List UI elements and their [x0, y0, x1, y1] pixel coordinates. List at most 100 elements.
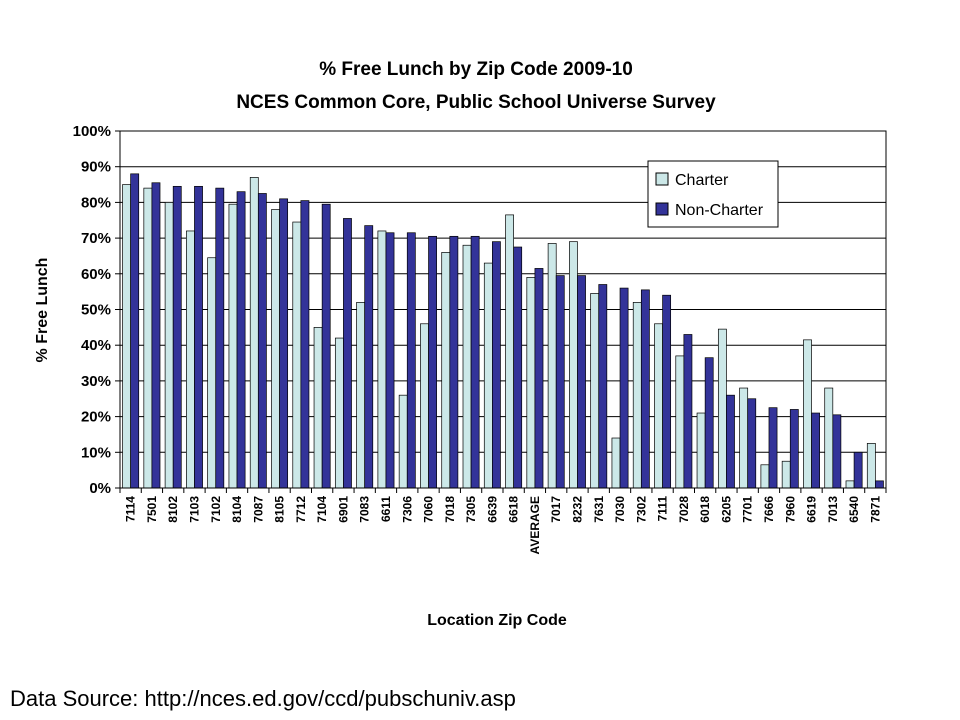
x-tick-label: 6018 — [698, 496, 712, 523]
y-tick-label: 0% — [89, 480, 111, 497]
x-tick-label: 7087 — [251, 496, 265, 523]
bar-non-charter-7306 — [406, 232, 416, 489]
bar-non-charter-6540 — [853, 451, 863, 489]
x-tick-label: 7083 — [358, 496, 372, 523]
bar-charter-7306 — [398, 394, 408, 489]
y-tick-label: 30% — [81, 373, 111, 390]
bar-non-charter-average — [534, 268, 544, 489]
y-axis-ticks: 0% 10% 20% 30% 40% 50% 60% 70% 80% 90% 100% — [73, 123, 120, 497]
bar-charter-7701 — [739, 387, 749, 489]
x-tick-label: 7102 — [209, 496, 223, 523]
bar-non-charter-7103 — [194, 185, 203, 489]
bar-non-charter-7712 — [300, 200, 310, 489]
bar-non-charter-7018 — [449, 235, 459, 489]
x-tick-label: 7666 — [762, 496, 776, 523]
bar-charter-7114 — [122, 184, 131, 489]
bar-charter-7104 — [313, 327, 323, 489]
x-tick-label: 7712 — [294, 496, 308, 523]
bar-charter-7103 — [186, 230, 195, 489]
bar-charter-6611 — [377, 230, 387, 489]
bar-charter-6618 — [505, 214, 514, 489]
bar-charter-average — [526, 277, 536, 489]
legend: Charter Non-Charter — [647, 160, 779, 228]
bar-non-charter-7305 — [470, 235, 480, 489]
bar-non-charter-6018 — [704, 357, 714, 489]
bar-charter-8104 — [228, 203, 238, 489]
legend-label-non-charter: Non-Charter — [675, 202, 764, 219]
x-tick-label: 6639 — [485, 496, 499, 523]
bar-non-charter-7083 — [364, 225, 374, 489]
bar-charter-6018 — [696, 412, 706, 489]
legend-label-charter: Charter — [675, 172, 729, 189]
bar-non-charter-7087 — [257, 193, 267, 489]
bar-non-charter-7030 — [619, 287, 629, 489]
bar-chart: % Free Lunch by Zip Code 2009-10 NCES Co… — [34, 59, 887, 629]
y-tick-label: 10% — [81, 444, 111, 461]
bar-charter-6639 — [483, 262, 493, 489]
data-source-note: Data Source: http://nces.ed.gov/ccd/pubs… — [10, 686, 516, 711]
bar-charter-7111 — [654, 323, 663, 489]
x-tick-label: 8104 — [230, 496, 244, 523]
x-tick-label: 7013 — [826, 496, 840, 523]
bar-charter-7018 — [441, 252, 451, 489]
y-axis-label: % Free Lunch — [34, 258, 51, 363]
x-tick-label: 7104 — [315, 496, 329, 523]
bar-charter-6901 — [334, 337, 344, 489]
bar-non-charter-6901 — [343, 218, 352, 489]
y-tick-label: 60% — [81, 266, 111, 283]
legend-swatch-non-charter — [655, 202, 669, 216]
x-tick-label: 7631 — [592, 496, 606, 523]
bar-charter-7302 — [632, 302, 642, 489]
legend-swatch-charter — [655, 172, 669, 186]
bar-non-charter-7666 — [768, 407, 778, 489]
x-tick-label: 7017 — [549, 496, 563, 523]
x-tick-label: 6618 — [507, 496, 521, 523]
y-tick-label: 100% — [73, 123, 111, 140]
bar-non-charter-7028 — [683, 334, 693, 489]
bar-non-charter-6611 — [385, 232, 395, 489]
y-tick-label: 50% — [81, 302, 111, 319]
bar-charter-7960 — [781, 460, 791, 489]
chart-title: % Free Lunch by Zip Code 2009-10 — [319, 59, 633, 80]
bar-charter-7666 — [760, 464, 770, 489]
bar-non-charter-6618 — [513, 246, 523, 489]
bar-non-charter-6639 — [492, 241, 501, 489]
x-tick-label: AVERAGE — [528, 496, 542, 554]
bar-charter-7712 — [292, 221, 302, 489]
bar-charter-7871 — [866, 443, 876, 489]
bar-non-charter-7114 — [130, 173, 140, 489]
bar-non-charter-7960 — [789, 409, 799, 489]
x-axis-label: Location Zip Code — [427, 612, 567, 629]
bar-non-charter-7111 — [662, 294, 672, 489]
x-tick-label: 7103 — [187, 496, 201, 523]
bar-non-charter-7302 — [640, 289, 650, 489]
bar-charter-7087 — [249, 177, 259, 489]
bar-non-charter-8105 — [279, 198, 289, 489]
bar-non-charter-7013 — [832, 414, 842, 489]
bar-non-charter-7501 — [151, 182, 161, 489]
bar-non-charter-7701 — [747, 398, 757, 489]
chart-subtitle: NCES Common Core, Public School Universe… — [236, 92, 716, 113]
bar-non-charter-7060 — [428, 235, 437, 489]
y-tick-label: 90% — [81, 159, 111, 176]
bar-charter-6619 — [803, 339, 812, 489]
bar-charter-7013 — [824, 387, 834, 489]
x-tick-label: 7030 — [613, 496, 627, 523]
bar-non-charter-6619 — [811, 412, 820, 489]
x-tick-label: 7060 — [422, 496, 436, 523]
bar-non-charter-7102 — [215, 187, 225, 489]
bar-charter-7501 — [143, 187, 153, 489]
x-tick-label: 6205 — [719, 496, 733, 523]
x-tick-label: 7306 — [400, 496, 414, 523]
y-tick-label: 20% — [81, 409, 111, 426]
bar-non-charter-8232 — [577, 275, 586, 489]
bar-non-charter-8102 — [172, 185, 182, 489]
x-tick-label: 6619 — [805, 496, 819, 523]
x-tick-label: 7960 — [783, 496, 797, 523]
legend-box — [647, 160, 779, 228]
x-tick-label: 8102 — [166, 496, 180, 523]
y-tick-label: 80% — [81, 194, 111, 211]
bar-charter-7017 — [547, 243, 557, 489]
bar-charter-6205 — [717, 328, 727, 489]
x-axis-ticks: 7114 7501 8102 7103 7102 8104 7087 8105 7712 7104… — [119, 488, 887, 554]
